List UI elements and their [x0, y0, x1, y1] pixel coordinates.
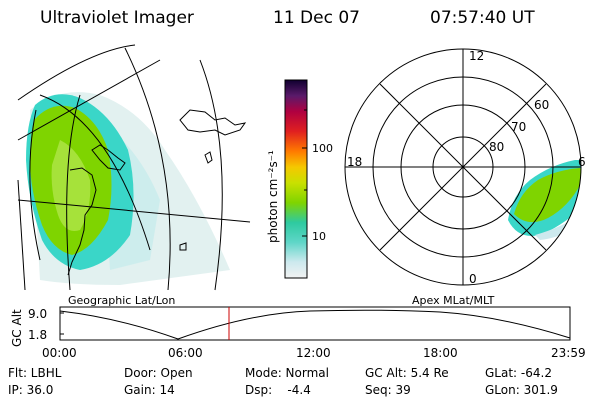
x-tick-2359: 23:59	[551, 346, 586, 360]
timeline-ticks	[60, 312, 64, 335]
x-tick-1800: 18:00	[423, 346, 458, 360]
colorbar-tick-100: 100	[312, 142, 333, 155]
x-tick-0600: 06:00	[168, 346, 203, 360]
info-mode: Mode: Normal	[245, 366, 329, 380]
info-glon: GLon: 301.9	[485, 383, 558, 397]
info-seq: Seq: 39	[365, 383, 411, 397]
apex-label: Apex MLat/MLT	[412, 294, 495, 307]
info-gain: Gain: 14	[124, 383, 175, 397]
observation-date: 11 Dec 07	[273, 8, 360, 28]
timeline-frame	[59, 306, 571, 341]
mlat-label-80: 80	[489, 140, 504, 154]
colorbar-ticks	[302, 109, 307, 237]
altitude-curve	[59, 309, 571, 340]
mlt-label-12: 12	[469, 49, 484, 63]
geographic-label: Geographic Lat/Lon	[68, 294, 176, 307]
colorbar-gradient	[284, 79, 308, 279]
mlat-label-60: 60	[534, 98, 549, 112]
mlt-label-18: 18	[347, 155, 362, 169]
y-tick-1-8: 1.8	[28, 328, 47, 342]
y-tick-9: 9.0	[28, 307, 47, 321]
graticule-lines	[17, 44, 251, 291]
aurora-oval-geographic	[26, 94, 134, 270]
observation-time: 07:57:40 UT	[430, 8, 535, 28]
page-title: Ultraviolet Imager	[40, 8, 194, 28]
x-tick-0000: 00:00	[42, 346, 77, 360]
colorbar-axis-label: photon cm⁻²s⁻¹	[266, 150, 280, 243]
mlt-label-0: 0	[469, 272, 477, 286]
info-door: Door: Open	[124, 366, 193, 380]
info-gc-alt: GC Alt: 5.4 Re	[365, 366, 449, 380]
info-flt: Flt: LBHL	[8, 366, 62, 380]
polar-grid	[344, 48, 582, 286]
mlt-label-6: 6	[578, 155, 586, 169]
info-ip: IP: 36.0	[8, 383, 54, 397]
x-tick-1200: 12:00	[296, 346, 331, 360]
info-glat: GLat: -64.2	[485, 366, 552, 380]
info-dsp: Dsp: -4.4	[245, 383, 311, 397]
mlat-label-70: 70	[511, 120, 526, 134]
colorbar-tick-10: 10	[312, 230, 326, 243]
y-axis-label: GC Alt	[10, 309, 24, 347]
